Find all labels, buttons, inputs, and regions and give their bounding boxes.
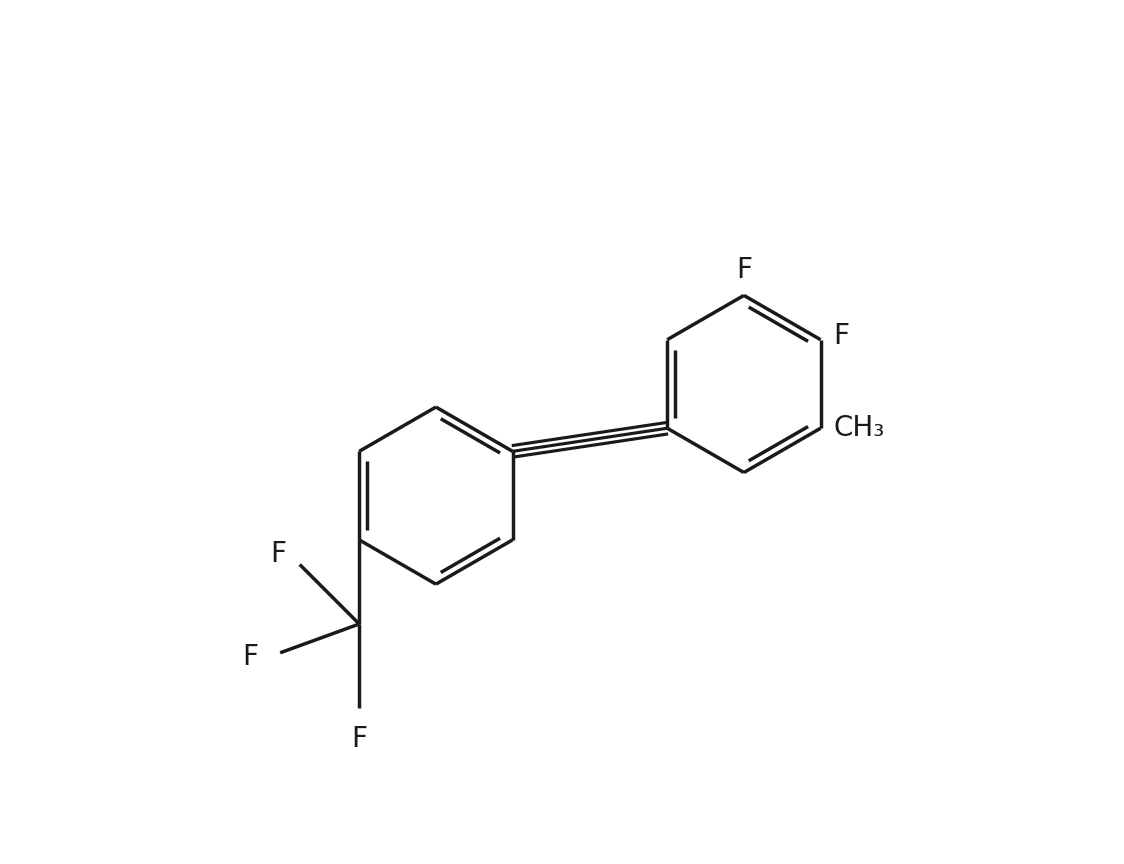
Text: F: F bbox=[271, 540, 287, 568]
Text: F: F bbox=[243, 644, 259, 671]
Text: CH₃: CH₃ bbox=[834, 414, 885, 442]
Text: F: F bbox=[834, 321, 850, 350]
Text: F: F bbox=[351, 725, 368, 753]
Text: F: F bbox=[736, 256, 752, 284]
